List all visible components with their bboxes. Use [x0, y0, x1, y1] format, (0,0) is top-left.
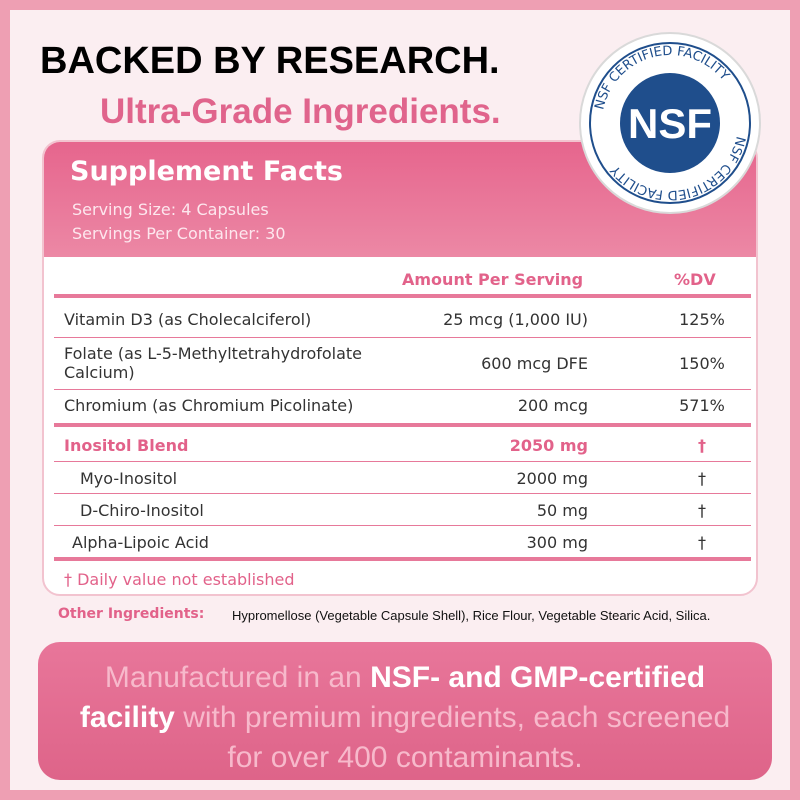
row-name: Folate (as L-5-Methyltetrahydrofolate Ca…: [64, 344, 363, 382]
serving-size: Serving Size: 4 Capsules: [72, 200, 269, 219]
nsf-badge: NSF CERTIFIED FACILITY NSF CERTIFIED FAC…: [579, 32, 761, 214]
divider: [54, 525, 751, 526]
row-amount: 300 mg: [526, 533, 588, 552]
facts-title: Supplement Facts: [70, 156, 343, 187]
servings-per-container: Servings Per Container: 30: [72, 224, 286, 243]
divider: [54, 423, 751, 427]
footnote: † Daily value not established: [64, 570, 295, 589]
banner: Manufactured in an NSF- and GMP-certifie…: [38, 642, 772, 780]
divider: [54, 294, 751, 298]
row-dv: †: [698, 436, 706, 455]
row-name: Alpha-Lipoic Acid: [72, 533, 209, 552]
row-dv: †: [698, 533, 706, 552]
divider: [54, 493, 751, 494]
banner-text: Manufactured in an: [104, 661, 371, 694]
row-amount: 2000 mg: [516, 469, 588, 488]
row-dv: 125%: [679, 310, 725, 329]
row-amount: 200 mcg: [517, 396, 588, 415]
divider: [54, 461, 751, 462]
subtitle: Ultra-Grade Ingredients.: [100, 92, 501, 131]
row-name: Chromium (as Chromium Picolinate): [64, 396, 354, 415]
row-dv: 150%: [679, 354, 725, 373]
other-ingredients-label: Other Ingredients:: [58, 606, 205, 622]
facts-panel: Supplement Facts Serving Size: 4 Capsule…: [42, 140, 758, 596]
row-name: Inositol Blend: [64, 436, 189, 455]
row-amount: 25 mcg (1,000 IU): [443, 310, 588, 329]
divider: [54, 557, 751, 561]
row-amount: 600 mcg DFE: [481, 354, 588, 373]
other-ingredients-text: Hypromellose (Vegetable Capsule Shell), …: [232, 608, 711, 623]
row-name: D-Chiro-Inositol: [80, 501, 204, 520]
divider: [54, 389, 751, 390]
row-name: Vitamin D3 (as Cholecalciferol): [64, 310, 312, 329]
divider: [54, 337, 751, 338]
badge-logo: NSF: [628, 100, 712, 147]
column-header: %DV: [674, 270, 716, 289]
column-header: Amount Per Serving: [402, 270, 584, 289]
banner-text: with premium ingredients, each screened …: [174, 701, 731, 774]
row-amount: 50 mg: [536, 501, 588, 520]
row-dv: †: [698, 501, 706, 520]
row-amount: 2050 mg: [509, 436, 588, 455]
row-dv: †: [698, 469, 706, 488]
banner-highlight: NSF- and GMP-certified facility: [79, 661, 706, 734]
row-dv: 571%: [679, 396, 725, 415]
row-name: Myo-Inositol: [80, 469, 178, 488]
title: BACKED BY RESEARCH.: [40, 40, 500, 82]
